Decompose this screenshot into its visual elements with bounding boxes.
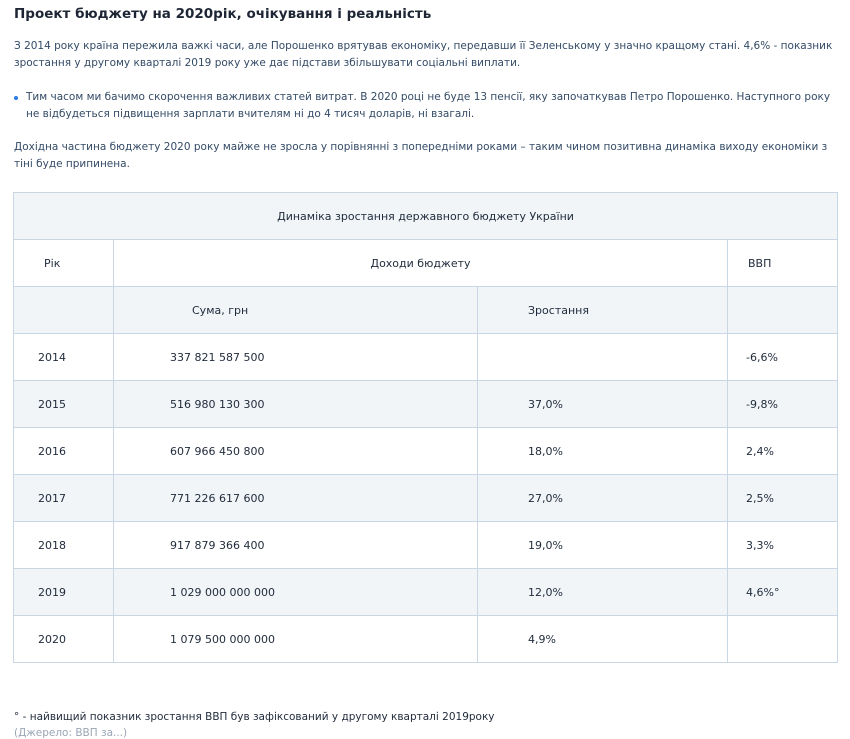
bullet-text: Тим часом ми бачимо скорочення важливих … <box>26 91 831 120</box>
table-row: 2020 1 079 500 000 000 4,9% <box>13 615 839 663</box>
header-year: Рік <box>13 239 114 287</box>
header-growth: Зростання <box>477 286 728 334</box>
footnote: ° - найвищий показник зростання ВВП був … <box>14 711 495 723</box>
cell-gdp: 3,3% <box>726 521 839 569</box>
cell-growth: 27,0% <box>477 474 728 522</box>
cell-gdp: 4,6%° <box>726 568 839 616</box>
cell-growth: 4,9% <box>477 615 728 663</box>
header-gdp: ВВП <box>726 239 839 287</box>
cell-growth: 19,0% <box>477 521 728 569</box>
table-caption-row: Динаміка зростання державного бюджету Ук… <box>12 192 839 240</box>
cell-growth: 12,0% <box>477 568 728 616</box>
table-caption: Динаміка зростання державного бюджету Ук… <box>12 192 839 240</box>
cell-sum: 607 966 450 800 <box>113 427 478 475</box>
cell-sum: 771 226 617 600 <box>113 474 478 522</box>
bullet-dot-icon <box>14 96 18 100</box>
table-row: 2015 516 980 130 300 37,0% -9,8% <box>13 380 839 428</box>
truncated-source-line: (Джерело: ВВП за...) <box>14 727 128 739</box>
cell-year: 2020 <box>13 615 114 663</box>
intro-paragraph: З 2014 року країна пережила важкі часи, … <box>14 40 833 69</box>
table-row: 2016 607 966 450 800 18,0% 2,4% <box>13 427 839 475</box>
cell-sum: 337 821 587 500 <box>113 333 478 381</box>
cell-gdp <box>726 615 839 663</box>
cell-sum: 1 079 500 000 000 <box>113 615 478 663</box>
table-row: 2014 337 821 587 500 -6,6% <box>13 333 839 381</box>
cell-gdp: -6,6% <box>726 333 839 381</box>
table-row: 2019 1 029 000 000 000 12,0% 4,6%° <box>13 568 839 616</box>
table-subheader-row: Сума, грн Зростання <box>13 286 839 334</box>
cell-growth: 37,0% <box>477 380 728 428</box>
table-row: 2017 771 226 617 600 27,0% 2,5% <box>13 474 839 522</box>
cell-year: 2015 <box>13 380 114 428</box>
cell-year: 2014 <box>13 333 114 381</box>
budget-table: Динаміка зростання державного бюджету Ук… <box>12 192 839 663</box>
article-title: Проект бюджету на 2020рік, очікування і … <box>14 6 432 22</box>
cell-year: 2019 <box>13 568 114 616</box>
cell-gdp: 2,5% <box>726 474 839 522</box>
cell-year: 2016 <box>13 427 114 475</box>
cell-sum: 516 980 130 300 <box>113 380 478 428</box>
bullet-item: Тим часом ми бачимо скорочення важливих … <box>14 89 834 123</box>
header-sum: Сума, грн <box>113 286 478 334</box>
subheader-empty <box>726 286 839 334</box>
cell-gdp: 2,4% <box>726 427 839 475</box>
header-revenue: Доходи бюджету <box>113 239 728 287</box>
cell-growth: 18,0% <box>477 427 728 475</box>
cell-growth <box>477 333 728 381</box>
cell-gdp: -9,8% <box>726 380 839 428</box>
table-row: 2018 917 879 366 400 19,0% 3,3% <box>13 521 839 569</box>
revenue-paragraph: Дохідна частина бюджету 2020 року майже … <box>14 141 828 170</box>
cell-year: 2018 <box>13 521 114 569</box>
cell-sum: 1 029 000 000 000 <box>113 568 478 616</box>
cell-sum: 917 879 366 400 <box>113 521 478 569</box>
table-header-row: Рік Доходи бюджету ВВП <box>13 239 839 287</box>
cell-year: 2017 <box>13 474 114 522</box>
subheader-empty <box>13 286 114 334</box>
